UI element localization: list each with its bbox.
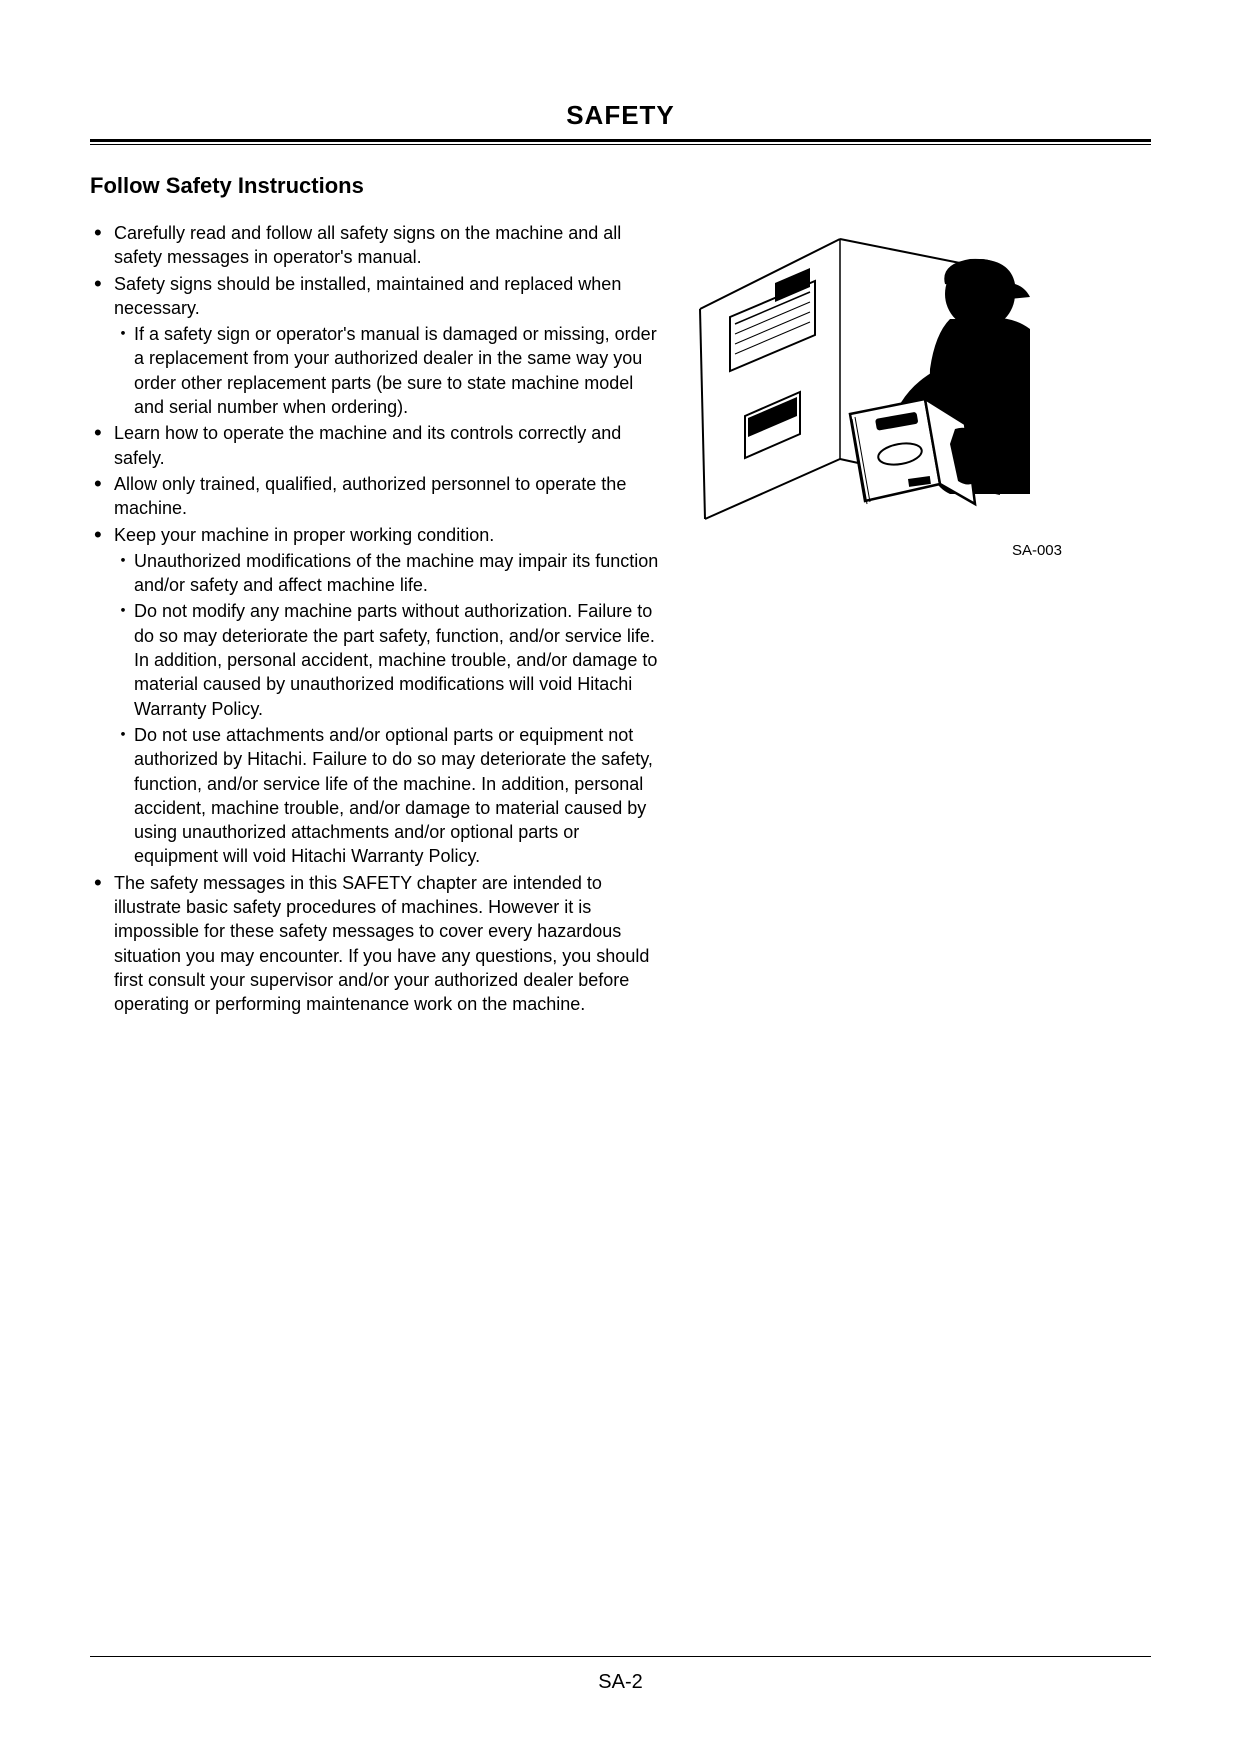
sub-bullet-item: Do not modify any machine parts without … bbox=[114, 599, 660, 720]
bullet-list: Carefully read and follow all safety sig… bbox=[90, 221, 660, 1017]
bullet-text: The safety messages in this SAFETY chapt… bbox=[114, 873, 649, 1014]
sub-bullet-item: Do not use attachments and/or optional p… bbox=[114, 723, 660, 869]
section-heading: Follow Safety Instructions bbox=[90, 173, 1151, 199]
sub-bullet-item: If a safety sign or operator's manual is… bbox=[114, 322, 660, 419]
content-row: Carefully read and follow all safety sig… bbox=[90, 221, 1151, 1019]
sub-bullet-list: Unauthorized modifications of the machin… bbox=[114, 549, 660, 869]
bullet-text: Keep your machine in proper working cond… bbox=[114, 525, 494, 545]
text-column: Carefully read and follow all safety sig… bbox=[90, 221, 660, 1019]
bullet-text: Learn how to operate the machine and its… bbox=[114, 423, 621, 467]
bullet-item: Learn how to operate the machine and its… bbox=[90, 421, 660, 470]
header-rule bbox=[90, 139, 1151, 145]
document-page: SAFETY Follow Safety Instructions Carefu… bbox=[0, 0, 1241, 1754]
page-number: SA-2 bbox=[90, 1671, 1151, 1694]
page-footer: SA-2 bbox=[90, 1656, 1151, 1694]
footer-rule bbox=[90, 1656, 1151, 1657]
operator-reading-manual-illustration bbox=[690, 229, 1070, 534]
bullet-text: Safety signs should be installed, mainta… bbox=[114, 274, 621, 318]
bullet-text: Allow only trained, qualified, authorize… bbox=[114, 474, 626, 518]
bullet-text: Carefully read and follow all safety sig… bbox=[114, 223, 621, 267]
figure-caption: SA-003 bbox=[690, 542, 1070, 559]
sub-bullet-list: If a safety sign or operator's manual is… bbox=[114, 322, 660, 419]
image-column: SA-003 bbox=[690, 221, 1070, 1019]
bullet-item: Carefully read and follow all safety sig… bbox=[90, 221, 660, 270]
sub-bullet-item: Unauthorized modifications of the machin… bbox=[114, 549, 660, 598]
page-header-title: SAFETY bbox=[90, 100, 1151, 131]
bullet-item: Safety signs should be installed, mainta… bbox=[90, 272, 660, 420]
bullet-item: The safety messages in this SAFETY chapt… bbox=[90, 871, 660, 1017]
bullet-item: Allow only trained, qualified, authorize… bbox=[90, 472, 660, 521]
bullet-item: Keep your machine in proper working cond… bbox=[90, 523, 660, 869]
